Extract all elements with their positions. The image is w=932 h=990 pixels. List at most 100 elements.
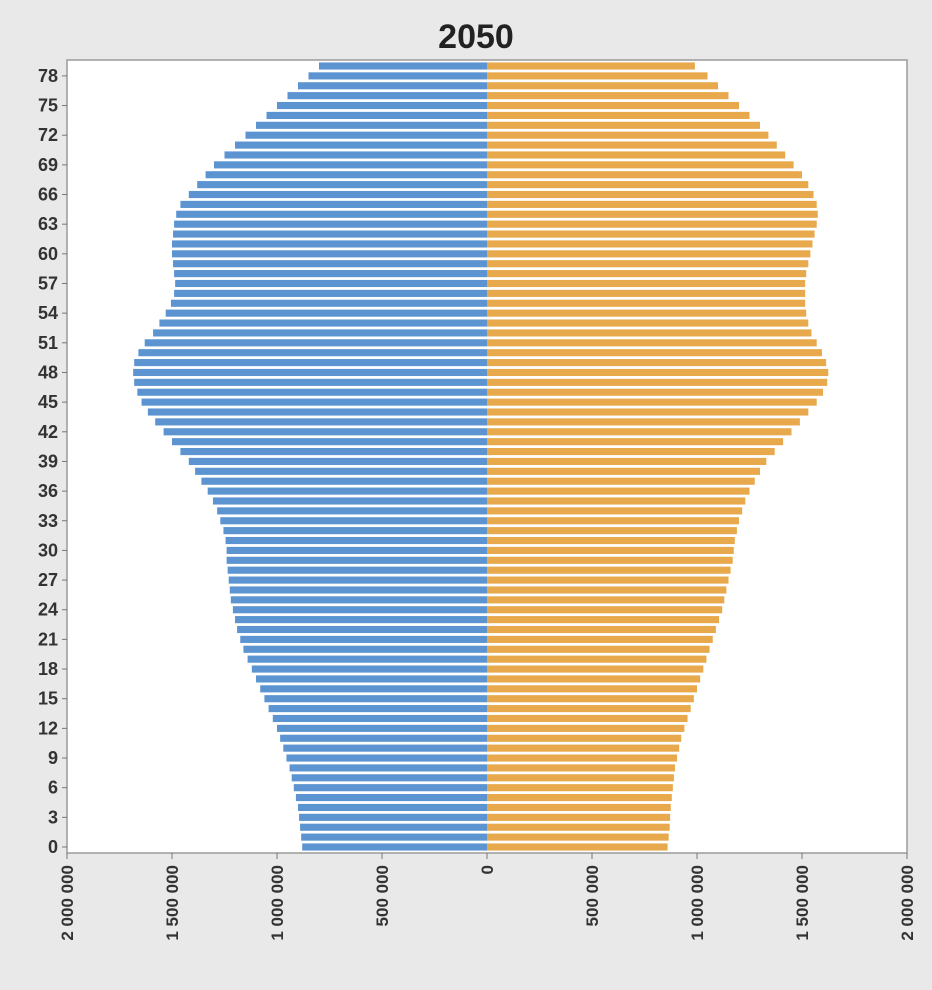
bar-left-age-49 bbox=[134, 359, 487, 367]
bar-right-age-58 bbox=[487, 270, 807, 278]
bar-left-age-72 bbox=[245, 131, 487, 139]
bar-right-age-38 bbox=[487, 467, 760, 475]
bar-right-age-41 bbox=[487, 438, 784, 446]
bar-left-age-3 bbox=[299, 813, 487, 821]
bar-right-age-34 bbox=[487, 507, 743, 515]
bar-right-age-47 bbox=[487, 378, 828, 386]
bar-right-age-35 bbox=[487, 497, 746, 505]
x-tick-label: 500 000 bbox=[373, 865, 392, 926]
bar-right-age-56 bbox=[487, 289, 806, 297]
bar-left-age-18 bbox=[251, 665, 487, 673]
x-tick-label: 2 000 000 bbox=[898, 865, 917, 941]
bar-right-age-70 bbox=[487, 151, 786, 159]
x-tick-label: 500 000 bbox=[583, 865, 602, 926]
bar-left-age-16 bbox=[260, 685, 487, 693]
bar-right-age-39 bbox=[487, 457, 767, 466]
bar-left-age-17 bbox=[256, 675, 487, 683]
bar-right-age-65 bbox=[487, 200, 817, 208]
bar-left-age-32 bbox=[223, 527, 487, 535]
bar-right-age-43 bbox=[487, 418, 800, 426]
y-tick-label: 36 bbox=[38, 481, 58, 501]
bar-left-age-35 bbox=[212, 497, 487, 505]
bar-left-age-20 bbox=[243, 645, 487, 653]
bar-left-age-53 bbox=[159, 319, 487, 327]
y-tick-label: 39 bbox=[38, 451, 58, 471]
bar-right-age-6 bbox=[487, 784, 673, 792]
bar-right-age-12 bbox=[487, 724, 685, 732]
y-tick-label: 12 bbox=[38, 718, 58, 738]
bar-right-age-17 bbox=[487, 675, 701, 683]
bar-right-age-57 bbox=[487, 279, 806, 288]
bar-right-age-29 bbox=[487, 556, 733, 564]
bar-left-age-51 bbox=[144, 339, 487, 347]
x-axis-ticks: 2 000 000 1 500 000 1 000 000 500 000 0 500 0… bbox=[58, 853, 917, 941]
bar-right-age-8 bbox=[487, 764, 675, 772]
y-tick-label: 48 bbox=[38, 362, 58, 382]
bar-left-age-7 bbox=[291, 774, 487, 782]
bar-right-age-31 bbox=[487, 536, 735, 545]
plot-area bbox=[66, 59, 908, 854]
bar-left-age-31 bbox=[225, 536, 488, 545]
bar-right-age-71 bbox=[487, 141, 777, 149]
bar-right-age-52 bbox=[487, 329, 812, 337]
y-tick-label: 45 bbox=[38, 392, 58, 412]
bar-left-age-22 bbox=[237, 625, 487, 634]
bar-left-age-26 bbox=[229, 586, 487, 594]
y-tick-label: 63 bbox=[38, 214, 58, 234]
bar-right-age-44 bbox=[487, 408, 809, 416]
x-tick-label: 0 bbox=[478, 865, 497, 874]
bar-left-age-56 bbox=[174, 289, 487, 297]
bar-left-age-15 bbox=[264, 695, 487, 703]
bar-right-age-14 bbox=[487, 705, 691, 713]
y-tick-label: 18 bbox=[38, 659, 58, 679]
bar-left-age-50 bbox=[138, 349, 487, 357]
bar-left-age-14 bbox=[268, 705, 487, 713]
x-tick-label: 1 000 000 bbox=[688, 865, 707, 941]
bar-right-age-10 bbox=[487, 744, 680, 752]
y-tick-label: 66 bbox=[38, 185, 58, 205]
bar-left-age-23 bbox=[235, 616, 487, 624]
y-tick-label: 24 bbox=[38, 600, 58, 620]
x-tick-label: 1 500 000 bbox=[793, 865, 812, 941]
bar-left-age-2 bbox=[300, 823, 487, 831]
bar-left-age-70 bbox=[224, 151, 487, 159]
bar-right-age-53 bbox=[487, 319, 809, 327]
bar-right-age-24 bbox=[487, 606, 723, 614]
bar-right-age-25 bbox=[487, 596, 725, 604]
bar-left-age-57 bbox=[175, 279, 487, 288]
bar-right-age-67 bbox=[487, 181, 809, 189]
y-tick-label: 9 bbox=[48, 748, 58, 768]
bar-right-age-37 bbox=[487, 477, 755, 485]
bar-right-age-60 bbox=[487, 250, 811, 258]
bar-right-age-42 bbox=[487, 428, 792, 436]
bar-right-age-69 bbox=[487, 161, 794, 169]
bar-left-age-61 bbox=[172, 240, 487, 248]
bar-left-age-12 bbox=[277, 724, 487, 732]
bar-right-age-59 bbox=[487, 260, 809, 268]
bar-right-age-27 bbox=[487, 576, 729, 584]
bar-left-age-27 bbox=[228, 576, 487, 584]
bar-left-age-54 bbox=[165, 309, 487, 317]
bar-left-age-75 bbox=[277, 101, 487, 110]
bar-left-age-67 bbox=[197, 181, 487, 189]
bar-right-age-16 bbox=[487, 685, 697, 693]
y-tick-label: 3 bbox=[48, 807, 58, 827]
bar-right-age-68 bbox=[487, 171, 802, 179]
right-bars bbox=[487, 62, 829, 851]
bar-left-age-71 bbox=[235, 141, 487, 149]
y-tick-label: 51 bbox=[38, 333, 58, 353]
bar-left-age-79 bbox=[319, 62, 487, 70]
bar-left-age-58 bbox=[174, 270, 487, 278]
bar-left-age-36 bbox=[207, 487, 487, 495]
bar-left-age-34 bbox=[217, 507, 487, 515]
bar-right-age-50 bbox=[487, 349, 822, 357]
bar-right-age-61 bbox=[487, 240, 813, 248]
bar-right-age-55 bbox=[487, 299, 806, 307]
y-tick-label: 6 bbox=[48, 778, 58, 798]
bar-left-age-33 bbox=[220, 517, 488, 525]
bar-right-age-19 bbox=[487, 655, 707, 663]
bar-left-age-43 bbox=[155, 418, 487, 426]
bar-left-age-74 bbox=[266, 111, 487, 119]
